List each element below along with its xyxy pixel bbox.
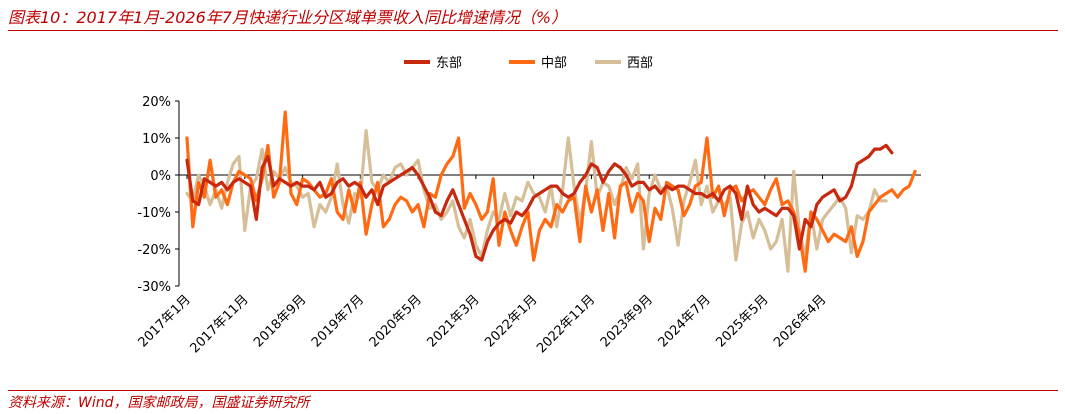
y-tick-label: -10%: [137, 206, 171, 221]
x-tick-label: 2017年11月: [188, 292, 252, 356]
legend-label-2: 西部: [627, 56, 653, 71]
source-note: 资料来源：Wind，国家邮政局，国盛证券研究所: [8, 395, 310, 411]
legend-label-0: 东部: [436, 56, 462, 71]
x-tick-label: 2019年7月: [309, 292, 367, 350]
y-tick-label: -20%: [137, 243, 171, 258]
legend: 东部 中部 西部: [404, 56, 653, 71]
y-tick-label: 20%: [142, 95, 171, 110]
y-tick-label: -30%: [137, 280, 171, 295]
x-tick-label: 2026年4月: [771, 292, 829, 350]
series-line-0: [185, 143, 894, 262]
x-tick-label: 2018年9月: [251, 292, 309, 350]
y-tick-label: 0%: [150, 169, 171, 184]
x-tick-label: 2017年1月: [136, 292, 194, 350]
x-tick-label: 2022年11月: [534, 292, 598, 356]
bottom-rule: [8, 390, 1058, 391]
x-tick-label: 2025年5月: [713, 292, 771, 350]
x-tick-label: 2022年1月: [482, 292, 540, 350]
x-tick-label: 2020年5月: [367, 292, 425, 350]
x-tick-label: 2021年3月: [424, 292, 482, 350]
chart-title: 图表10：2017年1月-2026年7月快递行业分区域单票收入同比增速情况（%）: [8, 8, 568, 27]
y-tick-label: 10%: [142, 132, 171, 147]
top-rule: [8, 30, 1058, 31]
x-tick-label: 2024年7月: [656, 292, 714, 350]
line-chart: 东部 中部 西部 20% 10% 0% -10% -20% -30%2017年1月2017年1…: [136, 56, 921, 356]
series-line-1: [185, 110, 917, 273]
x-tick-label: 2023年9月: [598, 292, 656, 350]
legend-label-1: 中部: [541, 56, 567, 71]
series-lines: [185, 110, 917, 273]
